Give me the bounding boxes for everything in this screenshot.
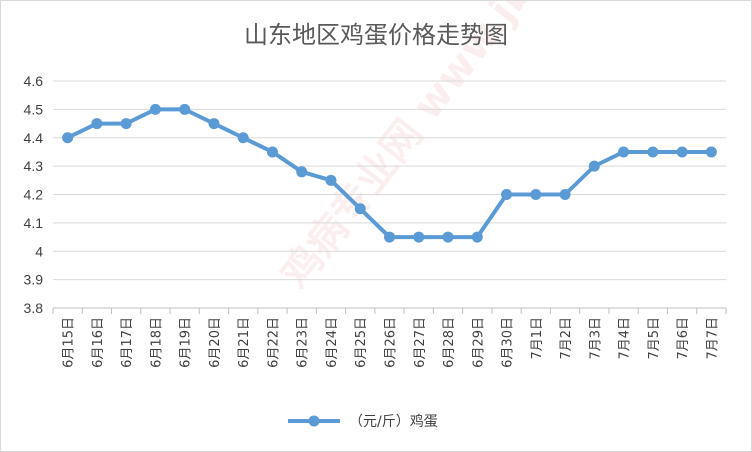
y-tick-label: 3.8 bbox=[24, 300, 44, 316]
data-point[interactable] bbox=[325, 174, 337, 186]
legend-label: （元/斤）鸡蛋 bbox=[349, 413, 438, 430]
x-axis: 6月15日 6月16日 6月17日 6月18日 6月19日 6月20日 6月21日 6月22日… bbox=[52, 307, 727, 368]
x-tick-label: 7月1日 bbox=[530, 317, 545, 360]
x-tick-label: 6月30日 bbox=[501, 317, 516, 368]
x-tick-label: 6月26日 bbox=[384, 317, 399, 368]
y-tick-label: 3.9 bbox=[24, 272, 44, 288]
x-tick-label: 6月22日 bbox=[266, 317, 281, 368]
legend-swatch-marker bbox=[308, 415, 320, 427]
x-tick-label: 7月3日 bbox=[588, 317, 603, 360]
data-point[interactable] bbox=[384, 231, 395, 243]
data-point[interactable] bbox=[676, 146, 688, 158]
data-point[interactable] bbox=[413, 231, 425, 243]
x-tick-label: 7月5日 bbox=[647, 317, 662, 360]
data-point[interactable] bbox=[705, 146, 717, 158]
chart-title: 山东地区鸡蛋价格走势图 bbox=[244, 21, 508, 49]
data-point[interactable] bbox=[62, 132, 74, 144]
y-axis: 3.8 3.9 4 4.1 4.2 4.3 4.4 4.5 4.6 bbox=[24, 73, 44, 316]
y-tick-label: 4.2 bbox=[24, 187, 44, 203]
data-point[interactable] bbox=[530, 189, 542, 200]
x-tick-label: 6月27日 bbox=[413, 317, 428, 368]
data-point[interactable] bbox=[618, 146, 630, 158]
x-tick-label: 6月18日 bbox=[149, 317, 164, 368]
x-tick-label: 6月19日 bbox=[179, 317, 194, 368]
y-tick-label: 4.6 bbox=[24, 73, 44, 89]
x-tick-label: 7月7日 bbox=[705, 317, 720, 360]
data-point[interactable] bbox=[501, 189, 513, 200]
x-tick-label: 6月15日 bbox=[62, 317, 77, 368]
data-point[interactable] bbox=[559, 189, 571, 200]
data-point[interactable] bbox=[588, 160, 600, 172]
y-tick-label: 4.5 bbox=[24, 101, 44, 117]
series-layer bbox=[62, 103, 717, 243]
y-tick-label: 4.1 bbox=[24, 215, 44, 231]
data-point[interactable] bbox=[91, 118, 103, 130]
data-point[interactable] bbox=[149, 103, 161, 115]
data-point[interactable] bbox=[647, 146, 659, 158]
x-tick-label: 7月4日 bbox=[618, 317, 633, 360]
data-point[interactable] bbox=[208, 118, 220, 130]
x-tick-label: 6月28日 bbox=[442, 317, 457, 368]
x-tick-label: 6月16日 bbox=[91, 317, 106, 368]
x-tick-label: 6月17日 bbox=[120, 317, 135, 368]
y-tick-label: 4.4 bbox=[24, 130, 44, 146]
data-point[interactable] bbox=[266, 146, 278, 158]
data-point[interactable] bbox=[296, 166, 308, 178]
x-tick-label: 7月2日 bbox=[559, 317, 574, 360]
data-point[interactable] bbox=[120, 118, 132, 130]
x-tick-label: 6月21日 bbox=[237, 317, 252, 368]
y-tick-label: 4 bbox=[35, 243, 43, 259]
x-tick-label: 6月23日 bbox=[296, 317, 311, 368]
data-point[interactable] bbox=[179, 103, 191, 115]
x-tick-label: 6月24日 bbox=[325, 317, 340, 368]
x-tick-label: 6月29日 bbox=[471, 317, 486, 368]
x-tick-label: 6月20日 bbox=[208, 317, 223, 368]
x-tick-label: 7月6日 bbox=[676, 317, 691, 360]
data-point[interactable] bbox=[442, 231, 454, 243]
data-point[interactable] bbox=[237, 132, 249, 144]
gridlines bbox=[53, 80, 726, 309]
data-point[interactable] bbox=[354, 203, 366, 215]
x-tick-label: 6月25日 bbox=[354, 317, 369, 368]
y-tick-label: 4.3 bbox=[24, 158, 44, 174]
legend[interactable]: （元/斤）鸡蛋 bbox=[288, 413, 438, 430]
data-point[interactable] bbox=[471, 231, 483, 243]
